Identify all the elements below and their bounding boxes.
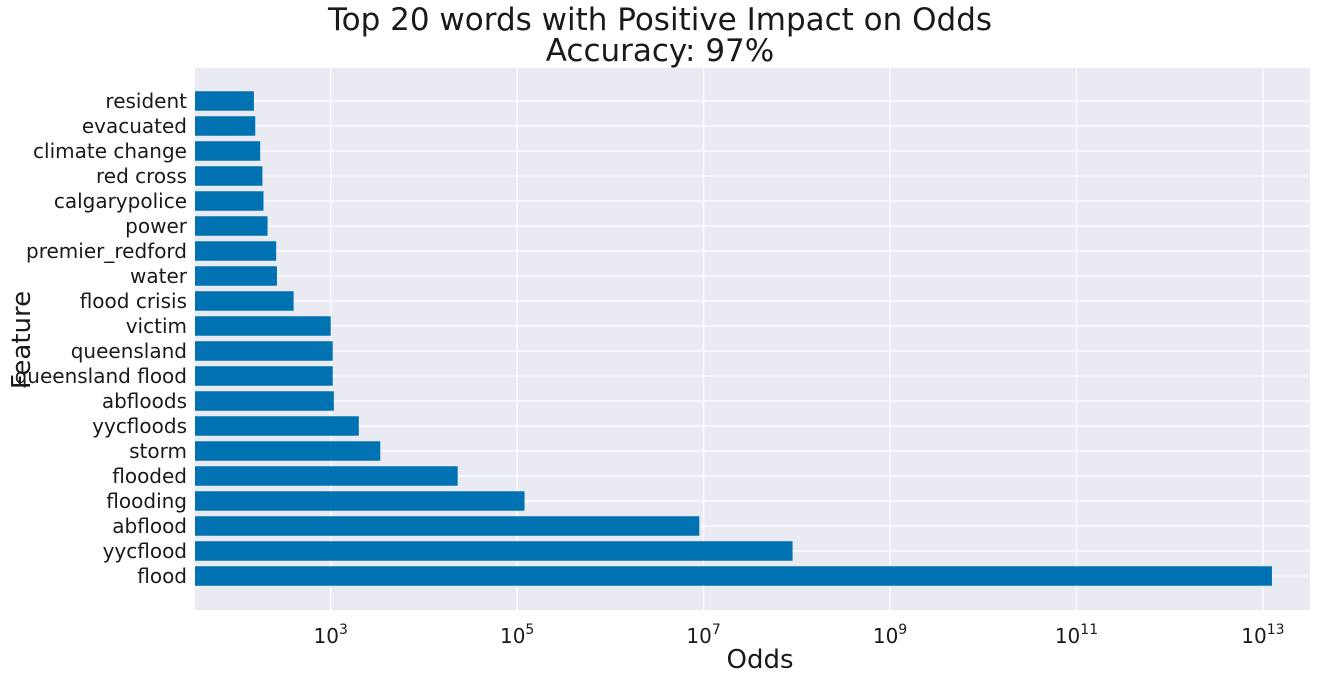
y-tick-label: red cross bbox=[96, 164, 187, 188]
y-tick-label: flood bbox=[137, 564, 187, 588]
y-tick-label: flooded bbox=[112, 464, 187, 488]
bar-resident bbox=[195, 91, 254, 111]
bar-premier-redford bbox=[195, 241, 277, 261]
x-axis-label: Odds bbox=[726, 645, 794, 675]
y-tick-label: resident bbox=[105, 89, 187, 113]
chart-subtitle: Accuracy: 97% bbox=[545, 33, 775, 69]
y-tick-label: yycfloods bbox=[92, 414, 187, 438]
bars bbox=[195, 91, 1272, 586]
x-tick-label: 105 bbox=[500, 622, 534, 648]
y-tick-label: water bbox=[130, 264, 188, 288]
y-tick-label: queensland bbox=[71, 339, 187, 363]
y-axis-label: Feature bbox=[7, 290, 37, 390]
bar-victim bbox=[195, 316, 331, 336]
x-tick-label: 1011 bbox=[1055, 622, 1098, 648]
y-tick-label: flood crisis bbox=[80, 289, 187, 313]
x-tick-label: 1013 bbox=[1241, 622, 1284, 648]
bar-flooding bbox=[195, 491, 525, 511]
y-tick-label: climate change bbox=[33, 139, 187, 163]
bar-calgarypolice bbox=[195, 191, 264, 211]
bar-flooded bbox=[195, 466, 458, 486]
bar-abfloods bbox=[195, 391, 334, 411]
y-tick-label: abflood bbox=[112, 514, 187, 538]
x-tick-labels: 103 105 107 109 1011 1013 bbox=[314, 622, 1285, 648]
y-tick-label: power bbox=[125, 214, 188, 238]
chart-title: Top 20 words with Positive Impact on Odd… bbox=[327, 2, 993, 38]
bar-flood bbox=[195, 566, 1272, 586]
bar-flood-crisis bbox=[195, 291, 294, 311]
bar-evacuated bbox=[195, 116, 256, 136]
y-tick-label: premier_redford bbox=[26, 239, 187, 263]
y-tick-label: calgarypolice bbox=[54, 189, 187, 213]
bar-power bbox=[195, 216, 268, 236]
y-tick-label: queensland flood bbox=[15, 364, 187, 388]
bar-red-cross bbox=[195, 166, 263, 186]
bar-queensland-flood bbox=[195, 366, 333, 386]
bar-yycfloods bbox=[195, 416, 359, 436]
grid-lines bbox=[195, 68, 1310, 610]
bar-water bbox=[195, 266, 277, 286]
y-tick-label: evacuated bbox=[82, 114, 187, 138]
y-tick-label: victim bbox=[126, 314, 187, 338]
y-tick-label: storm bbox=[129, 439, 187, 463]
y-tick-label: flooding bbox=[106, 489, 187, 513]
x-tick-label: 109 bbox=[873, 622, 907, 648]
bar-queensland bbox=[195, 341, 333, 361]
bar-abflood bbox=[195, 516, 700, 536]
x-tick-label: 107 bbox=[686, 622, 720, 648]
x-tick-label: 103 bbox=[314, 622, 348, 648]
y-tick-label: yycflood bbox=[103, 539, 187, 563]
bar-yycflood bbox=[195, 541, 793, 561]
bar-climate-change bbox=[195, 141, 261, 161]
y-tick-label: abfloods bbox=[102, 389, 187, 413]
bar-storm bbox=[195, 441, 381, 461]
